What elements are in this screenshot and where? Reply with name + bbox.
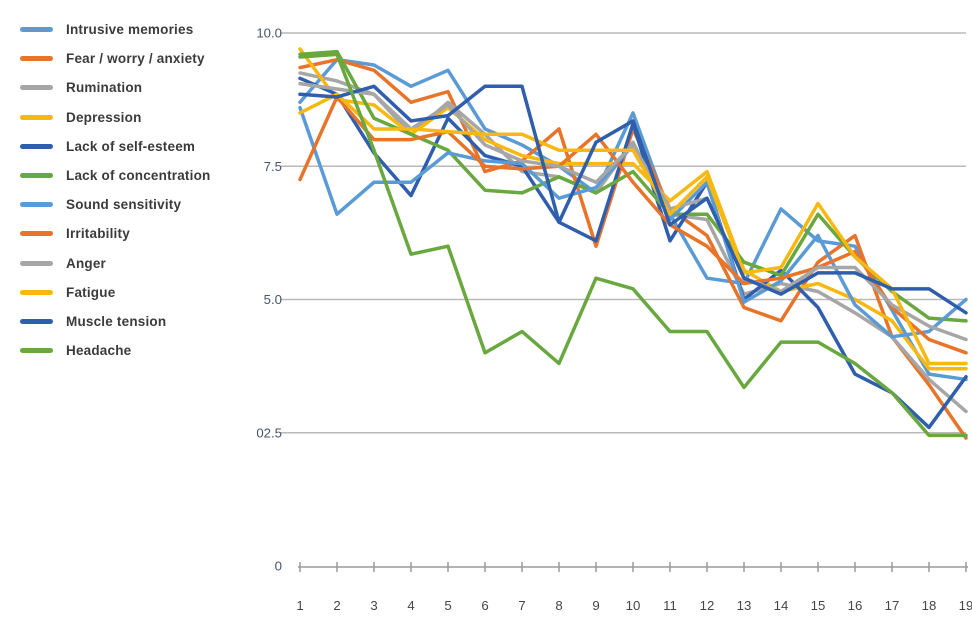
x-axis-label: 17 — [885, 598, 900, 613]
legend-swatch — [20, 85, 53, 91]
x-axis-label: 5 — [444, 598, 451, 613]
x-axis-label: 9 — [592, 598, 599, 613]
legend-swatch — [20, 27, 53, 33]
y-axis-label: 02.5 — [256, 425, 282, 440]
legend-swatch — [20, 143, 53, 149]
legend-item-fatigue: Fatigue — [20, 278, 210, 307]
legend-label: Sound sensitivity — [66, 197, 182, 213]
legend-swatch — [20, 114, 53, 120]
x-axis-label: 18 — [922, 598, 937, 613]
legend-swatch — [20, 173, 53, 179]
y-axis-label: 0 — [275, 559, 282, 574]
legend-label: Anger — [66, 255, 107, 271]
x-axis-label: 11 — [663, 598, 677, 613]
x-axis-label: 6 — [481, 598, 488, 613]
x-axis-label: 8 — [555, 598, 562, 613]
x-axis-label: 2 — [333, 598, 340, 613]
legend-item-irritability: Irritability — [20, 219, 210, 248]
x-axis-label: 16 — [848, 598, 863, 613]
x-axis-label: 19 — [959, 598, 972, 613]
legend-item-lack-of-concentration: Lack of concentration — [20, 161, 210, 190]
legend-swatch — [20, 56, 53, 62]
y-axis-label: 10.0 — [256, 26, 282, 41]
legend-swatch — [20, 289, 53, 295]
legend-label: Muscle tension — [66, 313, 167, 329]
legend-item-rumination: Rumination — [20, 73, 210, 102]
series-line-muscle-tension — [298, 84, 968, 315]
x-axis-label: 3 — [370, 598, 377, 613]
legend-label: Intrusive memories — [66, 22, 194, 38]
x-axis-label: 1 — [296, 598, 303, 613]
x-axis-label: 7 — [518, 598, 525, 613]
legend-label: Headache — [66, 343, 132, 359]
legend-label: Depression — [66, 109, 142, 125]
legend-label: Irritability — [66, 226, 130, 242]
legend-item-depression: Depression — [20, 103, 210, 132]
x-axis-label: 14 — [774, 598, 789, 613]
legend-item-lack-of-self-esteem: Lack of self-esteem — [20, 132, 210, 161]
series-line-fatigue — [298, 92, 968, 366]
legend-label: Fear / worry / anxiety — [66, 51, 205, 67]
legend-swatch — [20, 231, 53, 237]
legend-item-anger: Anger — [20, 249, 210, 278]
legend-swatch — [20, 348, 53, 354]
legend-label: Rumination — [66, 80, 143, 96]
series-line-irritability — [298, 95, 968, 355]
legend-label: Lack of self-esteem — [66, 138, 196, 154]
legend-item-fear-worry-anxiety: Fear / worry / anxiety — [20, 44, 210, 73]
x-axis-label: 12 — [700, 598, 715, 613]
y-axis-label: 7.5 — [264, 159, 282, 174]
legend: Intrusive memories Fear / worry / anxiety… — [20, 15, 210, 365]
legend-swatch — [20, 202, 53, 208]
series-line-intrusive-memories — [298, 57, 968, 382]
legend-swatch — [20, 318, 53, 324]
legend-item-sound-sensitivity: Sound sensitivity — [20, 190, 210, 219]
series-line-headache — [298, 52, 968, 438]
legend-label: Fatigue — [66, 284, 116, 300]
legend-item-intrusive-memories: Intrusive memories — [20, 15, 210, 44]
x-axis-label: 15 — [811, 598, 826, 613]
x-axis-label: 4 — [407, 598, 414, 613]
legend-label: Lack of concentration — [66, 168, 211, 184]
x-axis-label: 10 — [626, 598, 641, 613]
legend-swatch — [20, 260, 53, 266]
y-axis-label: 5.0 — [264, 292, 282, 307]
legend-item-headache: Headache — [20, 336, 210, 365]
x-axis-label: 13 — [737, 598, 752, 613]
legend-item-muscle-tension: Muscle tension — [20, 307, 210, 336]
